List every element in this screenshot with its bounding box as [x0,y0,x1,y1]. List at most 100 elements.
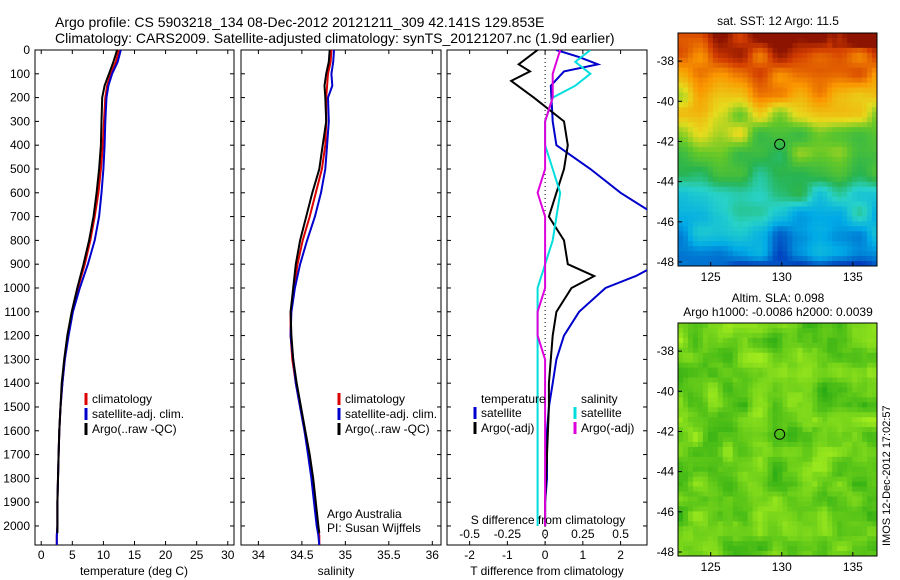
map-cell [832,201,838,207]
map-cell [682,392,689,398]
map-cell [747,87,754,93]
map-cell [782,377,788,383]
map-cell [732,156,739,163]
map-cell [717,132,724,138]
map-cell [772,82,778,88]
map-cell [782,256,788,262]
map-cell [687,67,694,74]
map-cell [837,47,843,54]
map-cell [832,481,838,487]
map-cell [767,536,773,542]
map-cell [712,42,719,49]
map-cell [817,377,823,383]
map-cell [722,72,729,79]
map-cell [717,521,724,527]
map-cell [842,256,848,262]
map-cell [787,251,793,257]
map-cell [797,37,803,44]
map-cell [692,191,699,197]
map-cell [822,471,828,478]
map-cell [722,62,729,69]
map-cell [682,541,689,547]
map-cell [687,496,694,502]
map-cell [867,506,873,512]
map-cell [702,422,709,428]
map-cell [842,176,848,183]
map-cell [772,92,778,98]
map-cell [687,526,694,532]
map-cell [717,47,724,54]
map-cell [817,337,823,344]
map-cell [732,422,739,428]
map-cell [852,501,858,507]
map-cell [682,246,689,252]
map-cell [792,221,798,227]
map-x-tick-label: 125 [701,270,721,284]
map-cell [737,42,744,49]
map-cell [782,476,788,483]
map-cell [747,102,754,108]
map-cell [812,342,818,349]
map-cell [862,506,868,512]
map-cell [702,461,709,468]
map-cell [747,37,754,44]
map-cell [757,181,763,188]
map-cell [772,362,778,369]
map-cell [678,181,684,188]
map-cell [807,47,813,54]
map-cell [697,211,704,217]
map-cell [707,201,714,207]
map-cell [678,122,684,128]
map-cell [822,397,828,403]
map-cell [757,476,763,483]
map-cell [847,521,853,527]
map-cell [712,241,719,247]
map-cell [787,52,793,59]
map-cell [812,526,818,532]
map-cell [847,327,853,334]
map-cell [702,432,709,438]
map-cell [862,357,868,364]
map-cell [837,127,843,133]
map-cell [827,211,833,217]
map-cell [727,251,734,257]
map-cell [852,337,858,344]
map-cell [687,531,694,537]
map-cell [827,261,833,267]
map-cell [762,402,768,408]
map-cell [727,417,734,423]
map-cell [842,181,848,188]
map-cell [767,186,773,193]
map-cell [772,516,778,522]
map-cell [732,47,739,54]
map-cell [712,33,719,39]
map-cell [837,323,843,329]
map-cell [752,72,759,79]
map-cell [857,412,863,418]
map-cell [742,546,749,552]
map-cell [772,151,778,158]
map-cell [802,337,808,344]
map-cell [732,137,739,143]
map-cell [727,546,734,552]
map-cell [687,92,694,98]
map-cell [772,466,778,473]
map-cell [857,382,863,388]
map-cell [872,156,878,163]
map-cell [782,323,788,329]
map-cell [862,236,868,242]
map-cell [822,347,828,354]
map-cell [722,367,729,373]
map-cell [847,117,853,123]
map-cell [807,142,813,148]
map-cell [797,397,803,403]
map-cell [782,216,788,222]
map-cell [827,132,833,138]
map-cell [692,77,699,83]
map-cell [872,137,878,143]
map-cell [842,387,848,393]
map-cell [697,491,704,497]
map-cell [687,347,694,354]
map-cell [747,176,754,183]
map-cell [812,246,818,252]
